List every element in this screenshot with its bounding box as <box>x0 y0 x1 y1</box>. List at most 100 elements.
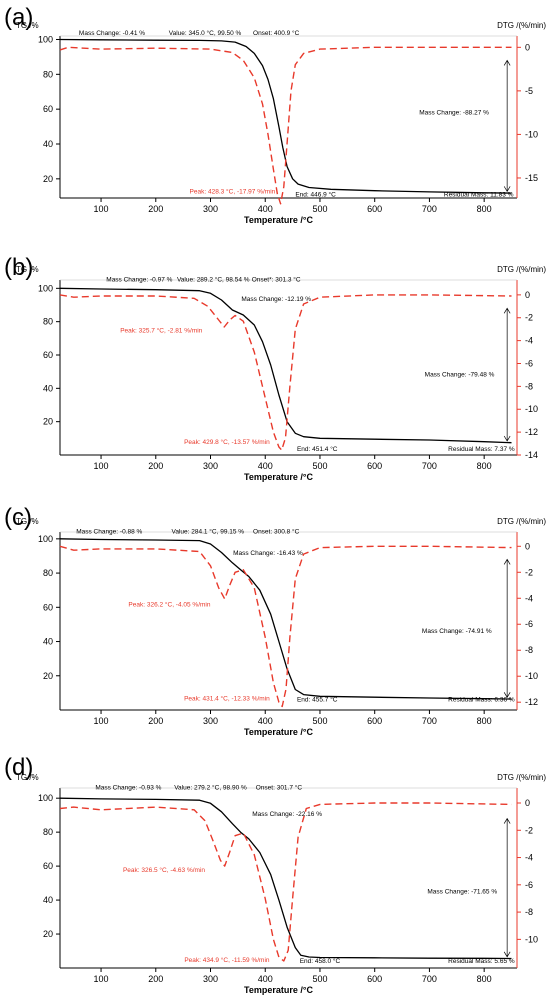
right-tick-label: -2 <box>525 825 533 835</box>
left-tick-label: 100 <box>38 34 53 44</box>
x-tick-label: 700 <box>422 974 437 984</box>
annotation-label: Mass Change: -0.88 % <box>76 529 142 536</box>
annotation-label: Residual Mass: 7.37 % <box>448 446 515 453</box>
arrow-head-down <box>503 951 511 958</box>
left-tick-label: 20 <box>43 417 53 427</box>
x-tick-label: 500 <box>312 461 327 471</box>
left-tick-label: 80 <box>43 317 53 327</box>
x-tick-label: 300 <box>203 974 218 984</box>
arrow-head-up <box>503 307 511 314</box>
annotation-label: Mass Change: -16.43 % <box>233 550 303 557</box>
annotation-label: Peak: 326.5 °C, -4.63 %/min <box>123 866 205 874</box>
right-tick-label: -4 <box>525 853 533 863</box>
tg-curve <box>59 287 512 444</box>
tg-curve <box>59 538 512 700</box>
x-axis-title: Temperature /°C <box>244 215 313 225</box>
tga-chart-svg: TG /% DTG /(%/min) Temperature /°C 100 200 30… <box>16 517 546 737</box>
x-axis-title: Temperature /°C <box>244 472 313 482</box>
annotation-label: Peak: 434.9 °C, -11.59 %/min <box>184 956 270 964</box>
left-tick-label: 40 <box>43 637 53 647</box>
dtg-curve <box>59 46 512 205</box>
right-tick-label: -4 <box>525 336 533 346</box>
annotation-label: Mass Change: -79.48 % <box>425 372 495 379</box>
right-tick-label: -5 <box>525 86 533 96</box>
x-tick-label: 200 <box>148 716 163 726</box>
right-tick-label: -12 <box>525 427 538 437</box>
right-tick-label: -10 <box>525 934 538 944</box>
annotation-label: Mass Change: -74.91 % <box>422 628 492 635</box>
x-tick-label: 600 <box>367 716 382 726</box>
x-tick-label: 300 <box>203 716 218 726</box>
right-tick-label: -10 <box>525 129 538 139</box>
x-axis-title: Temperature /°C <box>244 985 313 995</box>
annotation-label: Onset: 301.7 °C <box>256 784 303 792</box>
left-tick-label: 40 <box>43 895 53 905</box>
annotation-label: Residual Mass: 11.83 % <box>444 191 514 198</box>
annotation-label: Value: 289.2 °C, 98.54 % <box>177 276 250 284</box>
left-tick-label: 20 <box>43 671 53 681</box>
annotation-label: Value: 345.0 °C, 99.50 % <box>169 29 242 37</box>
left-axis-title: TG /% <box>16 21 39 30</box>
right-tick-label: -8 <box>525 907 533 917</box>
x-tick-label: 100 <box>94 461 109 471</box>
right-axis-title: DTG /(%/min) <box>497 21 546 30</box>
right-tick-label: 0 <box>525 42 530 52</box>
x-tick-label: 100 <box>94 716 109 726</box>
arrow-head-down <box>503 435 511 442</box>
annotation-label: End: 455.7 °C <box>297 695 338 703</box>
left-tick-label: 40 <box>43 139 53 149</box>
panel-label: (a) <box>4 4 34 31</box>
x-tick-label: 200 <box>148 204 163 214</box>
annotation-label: Onset*: 301.3 °C <box>252 276 301 284</box>
x-tick-label: 700 <box>422 716 437 726</box>
left-tick-label: 20 <box>43 174 53 184</box>
left-tick-label: 80 <box>43 568 53 578</box>
left-tick-label: 20 <box>43 929 53 939</box>
annotation-label: End: 446.9 °C <box>295 190 336 198</box>
x-tick-label: 800 <box>477 204 492 214</box>
right-tick-label: -2 <box>525 313 533 323</box>
right-tick-label: -8 <box>525 645 533 655</box>
right-tick-label: -12 <box>525 697 538 707</box>
right-tick-label: -6 <box>525 358 533 368</box>
annotation-label: Mass Change: -22.16 % <box>252 811 322 818</box>
left-axis-title: TG /% <box>16 517 39 526</box>
left-tick-label: 60 <box>43 104 53 114</box>
annotation-label: Peak: 429.8 °C, -13.57 %/min <box>184 438 270 446</box>
x-tick-label: 300 <box>203 204 218 214</box>
right-axis-title: DTG /(%/min) <box>497 265 546 274</box>
left-tick-label: 100 <box>38 283 53 293</box>
x-tick-label: 400 <box>258 461 273 471</box>
left-tick-label: 80 <box>43 69 53 79</box>
annotation-label: Onset: 300.8 °C <box>253 528 300 536</box>
left-tick-label: 60 <box>43 602 53 612</box>
tga-panel: (c) TG /% DTG /(%/min) Temperature /°C 100 20… <box>0 500 550 750</box>
right-tick-label: -15 <box>525 173 538 183</box>
right-tick-label: -4 <box>525 593 533 603</box>
left-axis-title: TG /% <box>16 265 39 274</box>
annotation-label: Mass Change: -12.19 % <box>241 296 311 303</box>
arrow-head-down <box>503 186 511 193</box>
tga-panel: (b) TG /% DTG /(%/min) Temperature /°C 100 20… <box>0 250 550 500</box>
annotation-label: Onset: 400.9 °C <box>253 29 300 37</box>
annotation-label: Mass Change: -0.41 % <box>79 30 145 37</box>
tg-curve <box>59 38 512 194</box>
x-tick-label: 300 <box>203 461 218 471</box>
x-tick-label: 200 <box>148 461 163 471</box>
left-axis-title: TG /% <box>16 773 39 782</box>
x-axis-title: Temperature /°C <box>244 727 313 737</box>
right-axis-title: DTG /(%/min) <box>497 517 546 526</box>
right-tick-label: -6 <box>525 619 533 629</box>
dtg-curve <box>59 802 512 962</box>
left-tick-label: 100 <box>38 534 53 544</box>
tga-panel: (a) TG /% DTG /(%/min) Temperature /°C 100 20… <box>0 0 550 250</box>
x-tick-label: 100 <box>94 204 109 214</box>
x-tick-label: 800 <box>477 461 492 471</box>
tg-curve <box>59 797 512 960</box>
annotation-label: Residual Mass: 6.36 % <box>448 696 515 703</box>
left-tick-label: 40 <box>43 383 53 393</box>
right-tick-label: -10 <box>525 404 538 414</box>
arrow-head-down <box>503 692 511 699</box>
tga-panel: (d) TG /% DTG /(%/min) Temperature /°C 100 20… <box>0 750 550 1000</box>
